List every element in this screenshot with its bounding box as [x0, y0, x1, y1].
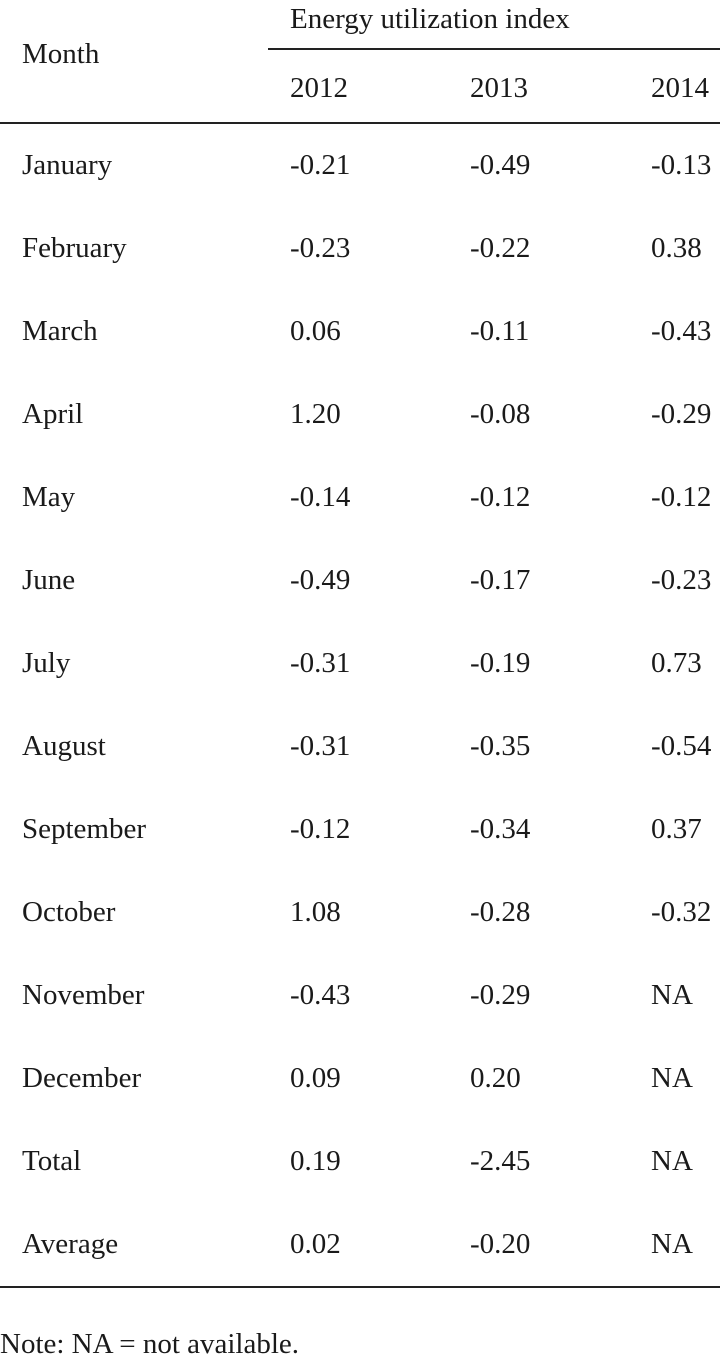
month-cell: July — [22, 647, 71, 679]
value-cell-2014: 0.73 — [651, 647, 702, 679]
value-cell-2013: -0.34 — [470, 813, 531, 845]
value-cell-2012: 0.02 — [290, 1228, 341, 1260]
month-cell: March — [22, 315, 98, 347]
value-cell-2014: -0.43 — [651, 315, 712, 347]
value-cell-2013: -0.28 — [470, 896, 531, 928]
value-cell-2012: -0.49 — [290, 564, 351, 596]
table-note: Note: NA = not available. — [0, 1328, 300, 1360]
year-header-2013: 2013 — [470, 72, 528, 104]
value-cell-2012: 0.09 — [290, 1062, 341, 1094]
value-cell-2013: -0.08 — [470, 398, 531, 430]
value-cell-2012: -0.21 — [290, 149, 351, 181]
month-cell: January — [22, 149, 113, 181]
value-cell-2012: 1.08 — [290, 896, 341, 928]
month-cell: November — [22, 979, 145, 1011]
month-cell: May — [22, 481, 76, 513]
value-cell-2014: 0.38 — [651, 232, 702, 264]
value-cell-2012: -0.31 — [290, 647, 351, 679]
value-cell-2014: NA — [651, 1228, 693, 1260]
value-cell-2013: -0.20 — [470, 1228, 531, 1260]
table-bottom-rule — [0, 1286, 720, 1288]
month-cell: October — [22, 896, 116, 928]
month-column-header: Month — [22, 38, 100, 70]
value-cell-2014: NA — [651, 979, 693, 1011]
value-cell-2012: 1.20 — [290, 398, 341, 430]
value-cell-2014: 0.37 — [651, 813, 702, 845]
group-header: Energy utilization index — [290, 3, 570, 35]
month-cell: December — [22, 1062, 142, 1094]
value-cell-2014: -0.12 — [651, 481, 712, 513]
month-cell: August — [22, 730, 106, 762]
value-cell-2014: -0.32 — [651, 896, 712, 928]
value-cell-2013: -0.12 — [470, 481, 531, 513]
value-cell-2014: -0.23 — [651, 564, 712, 596]
table-row: October 1.08 -0.28 -0.32 — [0, 895, 720, 935]
year-header-2014: 2014 — [651, 72, 709, 104]
value-cell-2013: -0.35 — [470, 730, 531, 762]
value-cell-2013: -2.45 — [470, 1145, 531, 1177]
table-row: Total 0.19 -2.45 NA — [0, 1144, 720, 1184]
table-row: January -0.21 -0.49 -0.13 — [0, 148, 720, 188]
value-cell-2012: -0.12 — [290, 813, 351, 845]
value-cell-2013: -0.11 — [470, 315, 530, 347]
value-cell-2012: 0.06 — [290, 315, 341, 347]
value-cell-2013: -0.22 — [470, 232, 531, 264]
month-cell: June — [22, 564, 76, 596]
value-cell-2013: -0.19 — [470, 647, 531, 679]
month-cell: February — [22, 232, 127, 264]
year-header-2012: 2012 — [290, 72, 348, 104]
value-cell-2013: -0.17 — [470, 564, 531, 596]
table-row: July -0.31 -0.19 0.73 — [0, 646, 720, 686]
table-row: May -0.14 -0.12 -0.12 — [0, 480, 720, 520]
table-row: April 1.20 -0.08 -0.29 — [0, 397, 720, 437]
value-cell-2014: -0.29 — [651, 398, 712, 430]
table-row: Average 0.02 -0.20 NA — [0, 1227, 720, 1267]
value-cell-2013: -0.29 — [470, 979, 531, 1011]
group-header-rule — [268, 48, 720, 50]
value-cell-2012: -0.14 — [290, 481, 351, 513]
month-cell: Total — [22, 1145, 82, 1177]
month-cell: Average — [22, 1228, 119, 1260]
value-cell-2013: -0.49 — [470, 149, 531, 181]
table-row: August -0.31 -0.35 -0.54 — [0, 729, 720, 769]
value-cell-2014: NA — [651, 1145, 693, 1177]
value-cell-2014: NA — [651, 1062, 693, 1094]
value-cell-2014: -0.13 — [651, 149, 712, 181]
header-bottom-rule — [0, 122, 720, 124]
table-row: February -0.23 -0.22 0.38 — [0, 231, 720, 271]
value-cell-2012: -0.23 — [290, 232, 351, 264]
value-cell-2014: -0.54 — [651, 730, 712, 762]
value-cell-2012: 0.19 — [290, 1145, 341, 1177]
table-row: November -0.43 -0.29 NA — [0, 978, 720, 1018]
value-cell-2012: -0.31 — [290, 730, 351, 762]
table-row: September -0.12 -0.34 0.37 — [0, 812, 720, 852]
month-cell: September — [22, 813, 147, 845]
value-cell-2013: 0.20 — [470, 1062, 521, 1094]
value-cell-2012: -0.43 — [290, 979, 351, 1011]
table-row: December 0.09 0.20 NA — [0, 1061, 720, 1101]
month-cell: April — [22, 398, 84, 430]
table-row: June -0.49 -0.17 -0.23 — [0, 563, 720, 603]
table-row: March 0.06 -0.11 -0.43 — [0, 314, 720, 354]
